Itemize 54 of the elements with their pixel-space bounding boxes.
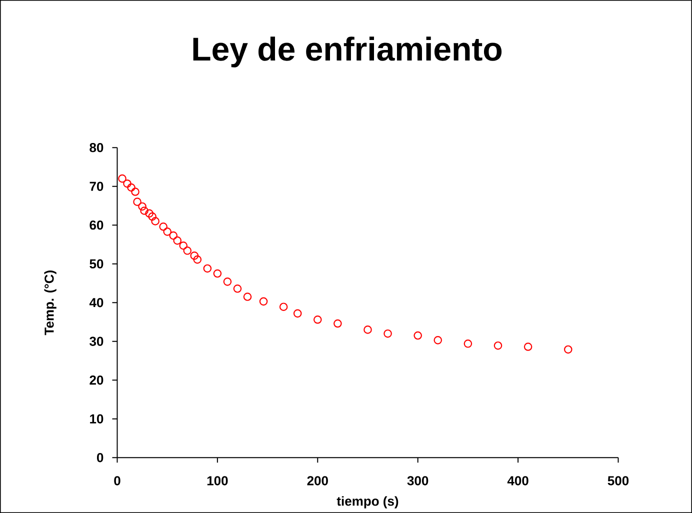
x-tick-label: 500 bbox=[608, 476, 629, 486]
x-tick-label: 0 bbox=[114, 476, 120, 486]
y-tick-label: 30 bbox=[90, 336, 104, 346]
y-tick-label: 60 bbox=[90, 220, 104, 230]
point bbox=[213, 269, 222, 278]
point bbox=[163, 228, 172, 236]
y-tick-label: 20 bbox=[90, 375, 104, 385]
y-tick-label: 50 bbox=[90, 259, 104, 268]
point bbox=[145, 209, 154, 218]
point bbox=[190, 252, 199, 260]
y-tick-label: 70 bbox=[90, 182, 104, 191]
y-tick-label: 0 bbox=[96, 452, 104, 462]
point bbox=[259, 297, 268, 306]
point bbox=[193, 255, 202, 264]
point bbox=[123, 179, 132, 188]
point bbox=[434, 336, 442, 344]
point bbox=[183, 246, 192, 255]
x-tick-label: 300 bbox=[407, 476, 428, 486]
point bbox=[334, 319, 342, 328]
point bbox=[564, 345, 572, 354]
point bbox=[243, 292, 252, 301]
point bbox=[138, 202, 146, 211]
point bbox=[384, 329, 392, 338]
point bbox=[179, 241, 188, 250]
x-axis-title: tiempo (s) bbox=[336, 496, 398, 508]
y-axis-title: Temp. (°C) bbox=[44, 270, 56, 336]
point bbox=[223, 278, 232, 286]
point bbox=[414, 331, 422, 340]
point bbox=[151, 217, 160, 226]
x-tick-label: 100 bbox=[207, 476, 228, 486]
point bbox=[131, 188, 140, 196]
point bbox=[293, 309, 302, 318]
y-tick-label: 10 bbox=[90, 414, 104, 424]
chart-title: Ley de enfriamiento bbox=[193, 36, 502, 68]
point bbox=[169, 231, 178, 240]
point bbox=[524, 342, 532, 351]
point bbox=[173, 236, 182, 245]
point bbox=[203, 264, 212, 273]
point bbox=[233, 284, 242, 293]
point bbox=[279, 302, 288, 311]
point bbox=[148, 212, 156, 221]
y-tick-label: 40 bbox=[89, 298, 104, 308]
x-tick-label: 200 bbox=[307, 476, 328, 486]
point bbox=[159, 222, 168, 231]
point bbox=[127, 183, 136, 192]
point bbox=[364, 326, 372, 334]
x-tick-label: 400 bbox=[507, 476, 528, 486]
point bbox=[313, 315, 322, 324]
point bbox=[133, 198, 142, 206]
point bbox=[494, 341, 502, 350]
point bbox=[118, 174, 126, 183]
point bbox=[464, 340, 472, 348]
point bbox=[140, 206, 148, 215]
y-tick-label: 80 bbox=[90, 142, 104, 152]
